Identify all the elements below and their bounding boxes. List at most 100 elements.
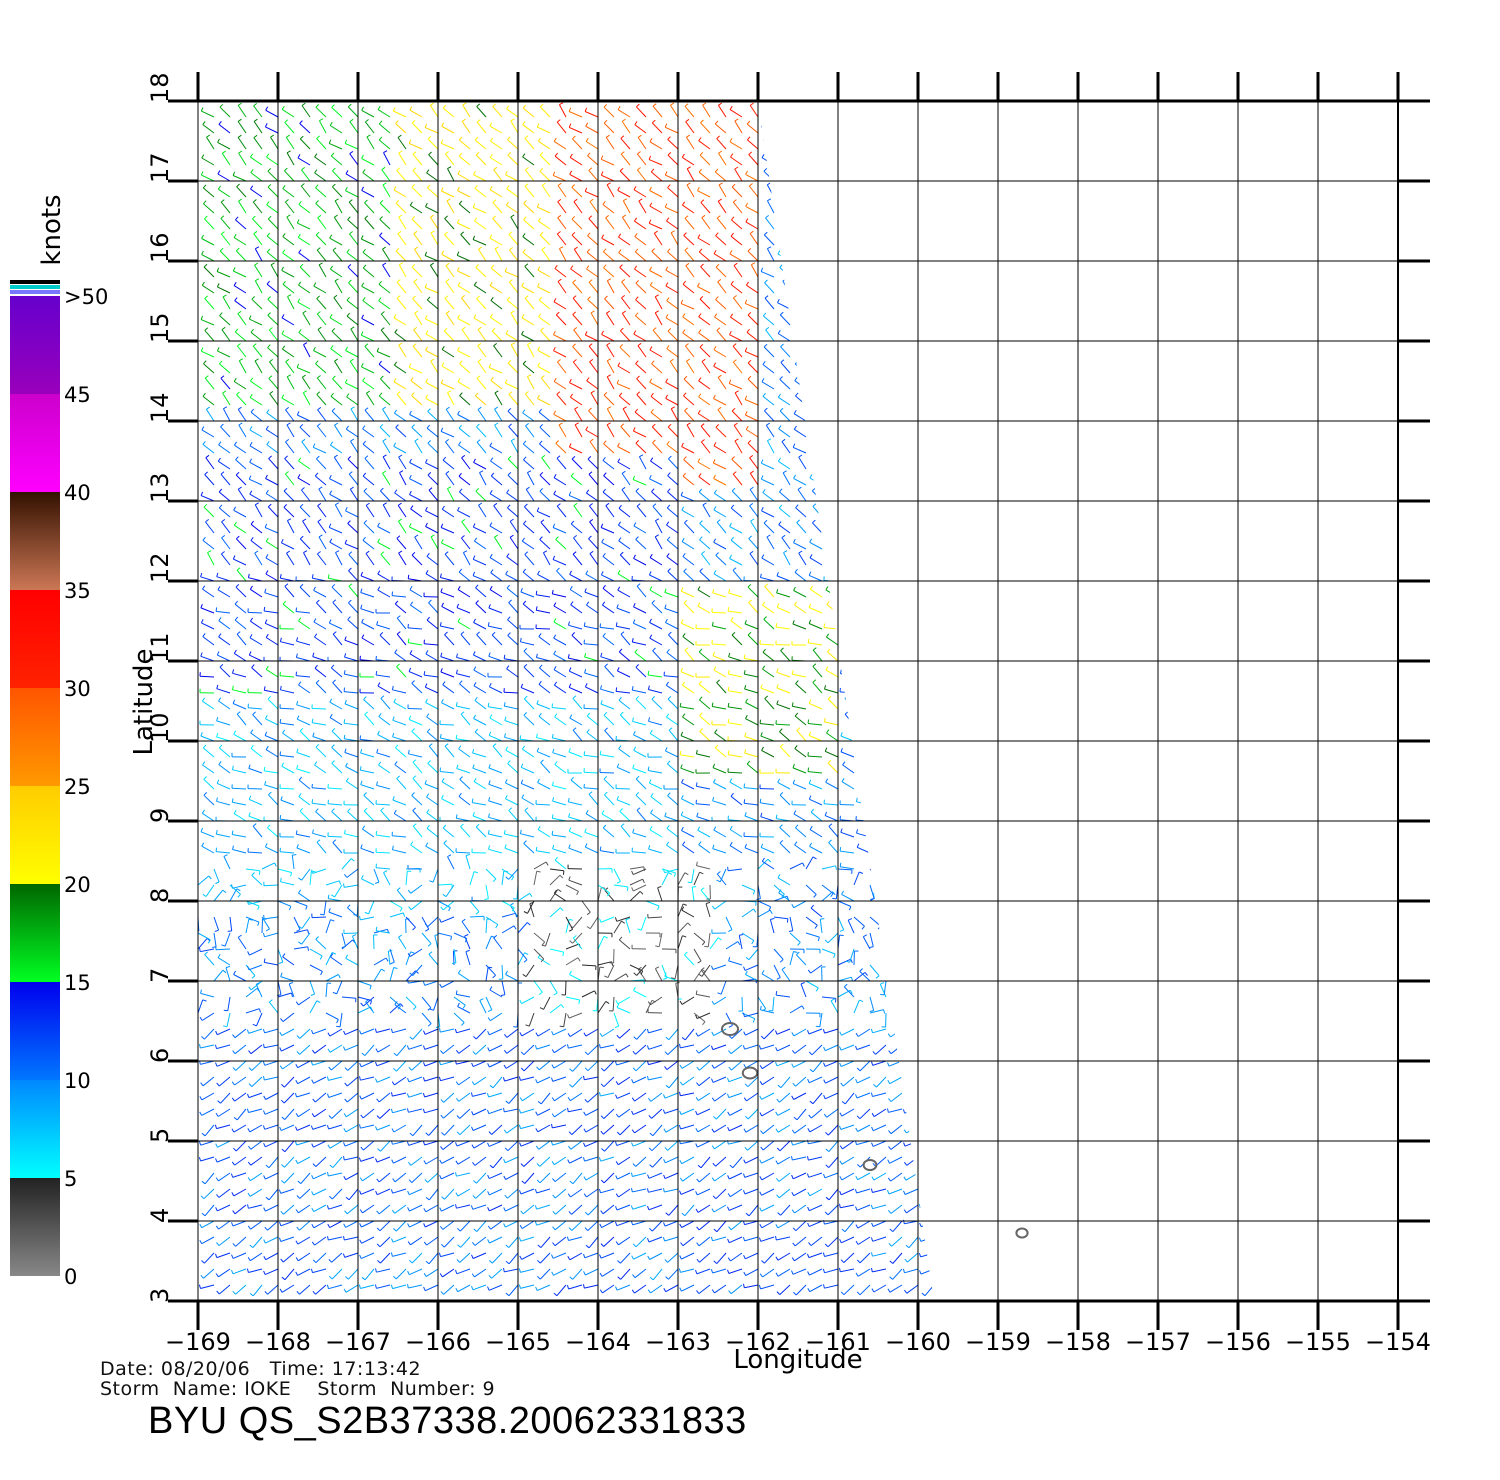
wind-vector [698, 844, 711, 854]
wind-vector [668, 1268, 679, 1280]
wind-vector-barb [919, 1144, 923, 1149]
wind-vector [553, 1028, 567, 1036]
wind-vector-barb [441, 602, 444, 607]
wind-vector [745, 1060, 759, 1069]
wind-vector-barb [667, 695, 672, 700]
wind-vector-barb [832, 891, 836, 896]
wind-vector-barb [648, 845, 651, 850]
wind-vector [713, 1028, 727, 1037]
wind-vector-barb [696, 1290, 700, 1294]
wind-vector-barb [362, 536, 366, 541]
wind-vector [853, 972, 866, 982]
wind-vector-barb [801, 1005, 805, 1010]
wind-vector [763, 619, 775, 630]
wind-vector [377, 1044, 391, 1053]
wind-vector-barb [518, 1237, 522, 1242]
wind-vector [421, 932, 432, 944]
wind-vector-barb [524, 807, 529, 811]
wind-vector-barb [655, 518, 660, 522]
wind-vector [793, 1188, 807, 1197]
wind-vector-barb [620, 631, 625, 635]
wind-vector [621, 489, 631, 502]
wind-vector [825, 669, 839, 678]
wind-vector-barb [936, 1110, 937, 1114]
wind-vector-barb [397, 1005, 401, 1010]
colorbar-band [10, 492, 60, 590]
wind-vector-barb [518, 1124, 521, 1129]
wind-vector-barb [652, 503, 657, 507]
wind-vector-barb [588, 535, 592, 540]
wind-vector [941, 618, 950, 629]
colorbar-marker [10, 285, 60, 289]
wind-vector-barb [728, 652, 731, 657]
wind-vector-barb [539, 1007, 544, 1010]
wind-vector-barb [234, 600, 238, 605]
wind-vector-barb [742, 1236, 746, 1242]
wind-vector [456, 993, 471, 998]
wind-vector-barb [678, 1124, 682, 1130]
wind-vector [301, 489, 311, 502]
wind-vector [469, 915, 485, 918]
wind-vector-barb [473, 1180, 477, 1184]
wind-vector-barb [455, 1287, 459, 1292]
wind-vector [493, 536, 503, 550]
wind-vector-barb [889, 1260, 894, 1264]
wind-vector [533, 932, 546, 943]
wind-vector [747, 1140, 759, 1151]
wind-vector [409, 526, 423, 534]
wind-vector-barb [457, 1307, 460, 1310]
wind-vector-barb [379, 631, 384, 636]
wind-vector-barb [667, 792, 671, 797]
wind-vector [876, 1300, 887, 1301]
wind-vector-barb [521, 745, 526, 750]
wind-vector [585, 1268, 599, 1276]
wind-vector [553, 477, 567, 486]
wind-vector [520, 1140, 535, 1147]
wind-vector-barb [710, 1269, 714, 1274]
wind-vector-barb [701, 551, 706, 555]
wind-vector [776, 606, 791, 614]
wind-vector-barb [603, 935, 608, 939]
wind-vector-barb [712, 844, 715, 849]
wind-vector [412, 761, 423, 774]
wind-vector-barb [465, 949, 470, 953]
wind-vector-barb [840, 555, 844, 560]
wind-vector-barb [657, 886, 662, 889]
wind-vector-barb [391, 1238, 394, 1243]
wind-vector-barb [759, 1095, 762, 1100]
wind-vector [472, 1092, 487, 1097]
wind-vector [587, 1092, 599, 1103]
wind-vector-barb [698, 680, 702, 685]
wind-vector [280, 881, 295, 886]
wind-vector-barb [680, 619, 684, 624]
wind-vector [298, 796, 311, 806]
wind-vector [428, 602, 439, 614]
wind-vector-barb [489, 585, 493, 590]
wind-vector-barb [745, 698, 748, 703]
wind-vector [856, 1188, 871, 1194]
wind-vector-barb [935, 1237, 936, 1241]
wind-vector [533, 871, 538, 886]
wind-vector-barb [937, 1259, 940, 1262]
wind-vector-barb [327, 1223, 331, 1228]
wind-vector-barb [187, 521, 189, 524]
wind-vector-barb [327, 1171, 329, 1177]
wind-vector [198, 938, 208, 950]
wind-vector [696, 993, 711, 998]
wind-vector-barb [315, 936, 319, 940]
wind-vector [730, 507, 743, 518]
wind-vector-barb [568, 621, 570, 626]
wind-vector [824, 721, 839, 726]
wind-vector [408, 1044, 423, 1050]
wind-vector-barb [697, 960, 702, 964]
wind-vector-barb [390, 1252, 393, 1257]
wind-vector [506, 668, 519, 678]
wind-vector [805, 980, 819, 989]
wind-vector [840, 866, 855, 870]
wind-vector [235, 1236, 247, 1247]
wind-vector-barb [604, 791, 608, 796]
wind-vector [377, 526, 391, 534]
wind-vector [885, 964, 892, 979]
wind-vector [299, 810, 311, 822]
wind-vector [443, 1108, 455, 1119]
